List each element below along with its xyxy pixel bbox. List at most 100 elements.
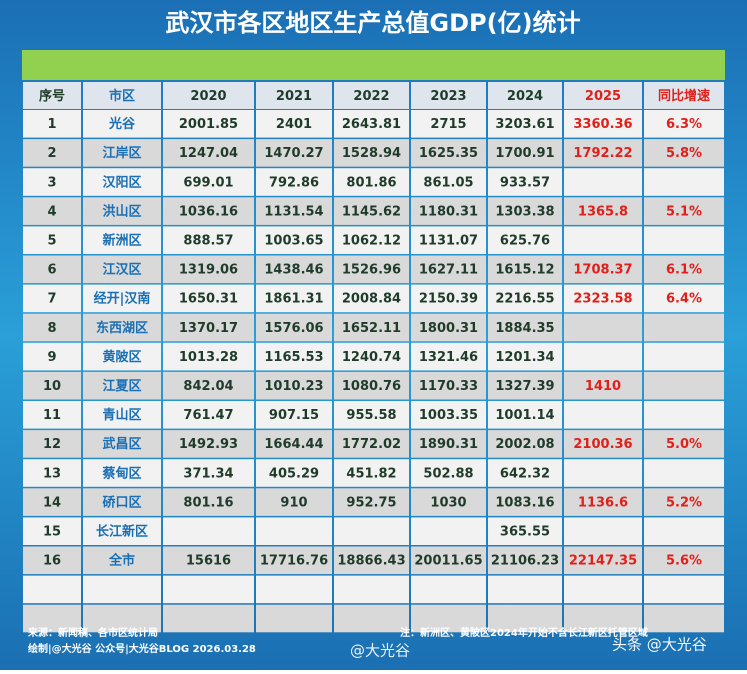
district-name: 新洲区	[102, 232, 141, 248]
cell-text: 952.75	[346, 495, 396, 510]
cell	[256, 168, 332, 196]
cell	[23, 313, 81, 342]
cell-text: 1700.91	[495, 146, 554, 161]
cell-text: 1062.12	[342, 233, 401, 248]
cell	[23, 517, 81, 545]
cell	[23, 604, 81, 633]
column-header: 2024	[507, 89, 543, 104]
cell-text: 1664.44	[264, 437, 323, 452]
cell-text: 2002.08	[495, 437, 554, 452]
cell-text: 1327.39	[495, 379, 554, 394]
cell	[644, 139, 724, 167]
cell-text: 15	[43, 524, 61, 539]
cell	[163, 139, 254, 167]
cell-text: 2643.81	[342, 117, 401, 132]
cell-text: 6.3%	[666, 117, 702, 132]
cell-text: 5.2%	[666, 495, 702, 510]
cell	[488, 401, 562, 429]
cell-text: 15616	[186, 554, 231, 569]
cell	[83, 197, 161, 225]
cell	[163, 604, 254, 633]
watermark: @大光谷	[350, 642, 410, 660]
cell	[23, 371, 81, 400]
cell	[644, 197, 724, 225]
cell-text: 1145.62	[342, 204, 401, 219]
cell	[256, 284, 332, 313]
cell	[334, 139, 409, 167]
cell-text: 1247.04	[179, 146, 238, 161]
cell-text: 1884.35	[495, 321, 554, 336]
cell	[644, 546, 724, 575]
cell	[163, 168, 254, 196]
cell	[564, 401, 642, 429]
cell-text: 16	[43, 554, 61, 569]
cell	[564, 284, 642, 313]
cell	[411, 546, 486, 575]
cell	[83, 226, 161, 254]
cell-text: 888.57	[183, 233, 233, 248]
watermark: 头条 @大光谷	[612, 636, 707, 654]
cell	[334, 197, 409, 225]
cell	[644, 342, 724, 371]
cell-text: 1170.33	[419, 379, 478, 394]
cell	[163, 110, 254, 138]
cell	[334, 226, 409, 254]
cell-text: 1131.07	[419, 233, 478, 248]
cell	[163, 430, 254, 458]
cell-text: 5.1%	[666, 204, 702, 219]
source: 来源：新闻稿、各市区统计局	[27, 626, 158, 639]
cell	[23, 488, 81, 516]
title: 武汉市各区地区生产总值GDP(亿)统计	[165, 9, 580, 37]
credit: 绘制|@大光谷 公众号|大光谷BLOG 2026.03.28	[28, 642, 256, 655]
cell-text: 2715	[430, 117, 466, 132]
cell-text: 371.34	[183, 466, 233, 481]
cell-text: 451.82	[346, 466, 396, 481]
cell-text: 1136.6	[578, 495, 628, 510]
cell-text: 365.55	[500, 524, 550, 539]
cell-text: 4	[47, 204, 56, 219]
header-cell	[564, 82, 642, 109]
cell-text: 1492.93	[179, 437, 238, 452]
cell-text: 12	[43, 437, 61, 452]
cell	[83, 255, 161, 284]
cell-text: 1003.65	[264, 233, 323, 248]
cell-text: 1528.94	[342, 146, 401, 161]
cell-text: 2401	[276, 117, 312, 132]
cell	[23, 255, 81, 284]
cell	[411, 284, 486, 313]
cell-text: 1792.22	[573, 146, 632, 161]
cell	[334, 517, 409, 545]
column-header: 2020	[190, 89, 226, 104]
cell-text: 1036.16	[179, 204, 238, 219]
cell-text: 1470.27	[264, 146, 323, 161]
cell	[644, 604, 724, 633]
cell-text: 861.05	[423, 175, 473, 190]
cell	[488, 168, 562, 196]
cell	[564, 139, 642, 167]
cell	[488, 284, 562, 313]
cell	[334, 255, 409, 284]
district-name: 蔡甸区	[101, 465, 141, 481]
cell	[256, 197, 332, 225]
cell	[23, 430, 81, 458]
cell	[256, 401, 332, 429]
district-name: 汉阳区	[102, 174, 141, 190]
header-cell	[334, 82, 409, 109]
cell	[564, 342, 642, 371]
cell	[83, 110, 161, 138]
cell	[256, 255, 332, 284]
cell-text: 1303.38	[495, 204, 554, 219]
column-header: 序号	[39, 88, 65, 104]
column-header: 2025	[585, 89, 621, 104]
district-name: 光谷	[108, 116, 136, 132]
cell-text: 2100.36	[573, 437, 632, 452]
cell	[411, 168, 486, 196]
cell	[488, 604, 562, 633]
cell	[644, 313, 724, 342]
cell	[334, 488, 409, 516]
cell-text: 1800.31	[419, 321, 478, 336]
header-cell	[256, 82, 332, 109]
cell-text: 1576.06	[264, 321, 323, 336]
cell	[83, 168, 161, 196]
header-cell	[163, 82, 254, 109]
